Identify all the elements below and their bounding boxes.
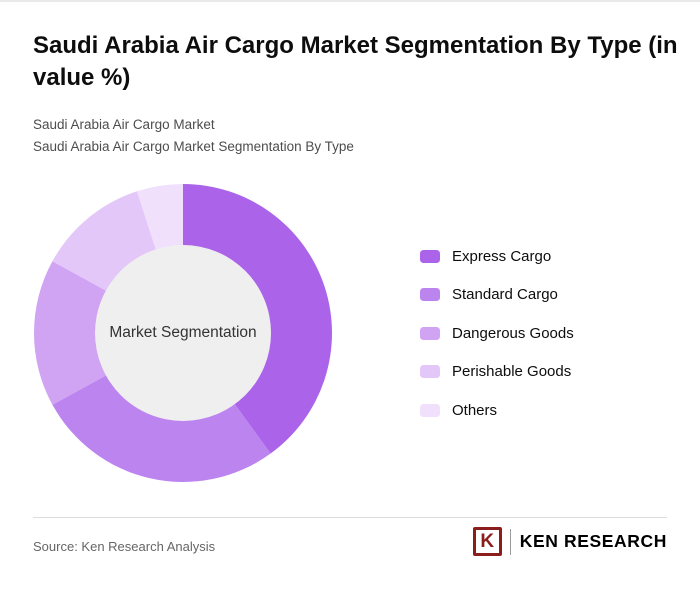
subtitle-line-2: Saudi Arabia Air Cargo Market Segmentati… xyxy=(33,138,354,154)
donut-chart-svg xyxy=(34,184,332,482)
legend-item-express-cargo: Express Cargo xyxy=(420,247,574,265)
subtitle-line-1: Saudi Arabia Air Cargo Market xyxy=(33,117,215,132)
legend-item-perishable-goods: Perishable Goods xyxy=(420,363,574,381)
source-note: Source: Ken Research Analysis xyxy=(33,539,216,554)
legend-item-others: Others xyxy=(420,401,574,419)
legend-swatch-dangerous-goods xyxy=(420,326,440,340)
legend-label: Standard Cargo xyxy=(452,286,558,303)
legend-swatch-express-cargo xyxy=(420,249,440,263)
brand-name: KEN RESEARCH xyxy=(519,531,667,551)
legend-label: Perishable Goods xyxy=(452,363,572,380)
top-border xyxy=(0,0,700,2)
ken-research-logo: K KEN RESEARCH xyxy=(472,527,667,556)
chart-subtitles: Saudi Arabia Air Cargo Market Saudi Arab… xyxy=(33,114,354,157)
ken-research-logo-icon: K xyxy=(472,527,502,556)
donut-chart: Market Segmentation xyxy=(33,183,333,483)
logo-divider xyxy=(509,528,511,555)
legend-label: Express Cargo xyxy=(452,247,552,265)
donut-hole xyxy=(95,245,271,421)
legend-item-standard-cargo: Standard Cargo xyxy=(420,286,574,304)
legend-item-dangerous-goods: Dangerous Goods xyxy=(420,324,574,342)
legend-label: Others xyxy=(452,401,498,419)
chart-legend: Express Cargo Standard Cargo Dangerous G… xyxy=(420,247,574,440)
footer-divider xyxy=(33,517,667,518)
legend-swatch-others xyxy=(420,403,440,417)
page-title: Saudi Arabia Air Cargo Market Segmentati… xyxy=(33,32,678,91)
legend-label: Dangerous Goods xyxy=(452,324,574,342)
legend-swatch-standard-cargo xyxy=(420,288,440,301)
legend-swatch-perishable-goods xyxy=(420,365,440,378)
